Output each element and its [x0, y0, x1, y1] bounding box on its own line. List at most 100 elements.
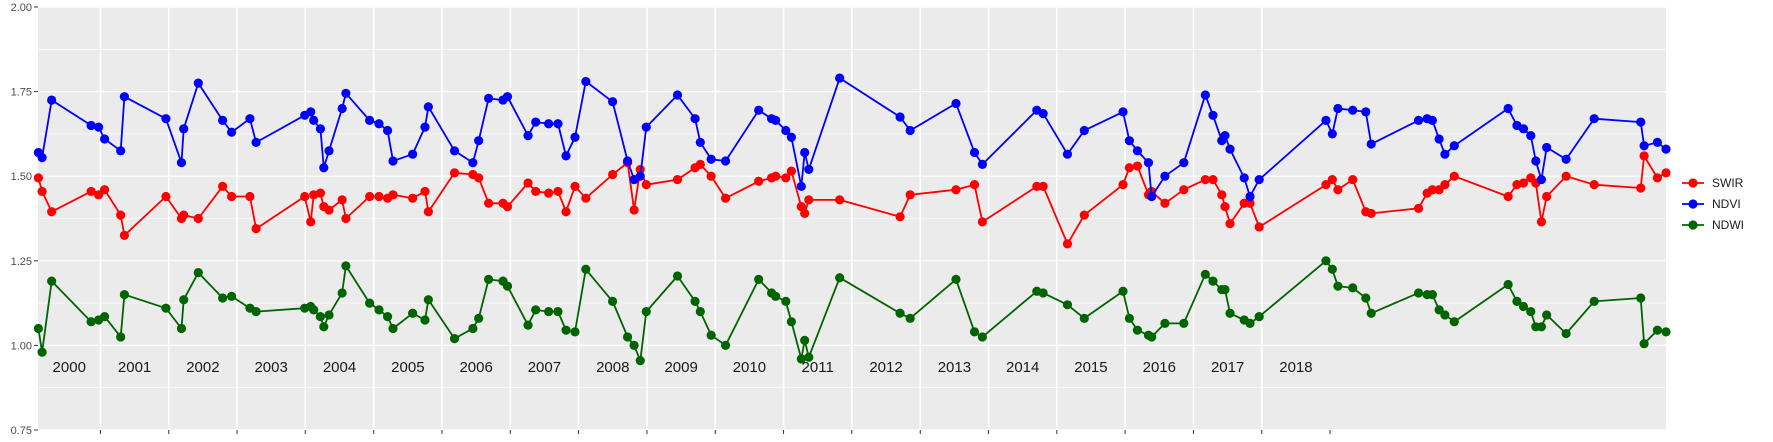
data-point-swir: [388, 190, 398, 200]
data-point-ndvi: [835, 73, 845, 83]
data-point-ndwi: [37, 347, 47, 357]
legend-label-swir: SWIR: [1712, 176, 1744, 190]
legend-label-ndvi: NDVI: [1712, 197, 1741, 211]
year-label: 2014: [1006, 359, 1039, 376]
data-point-swir: [1254, 222, 1264, 232]
year-label: 2003: [254, 359, 287, 376]
year-label: 2012: [869, 359, 902, 376]
data-point-ndvi: [315, 124, 326, 134]
data-point-ndwi: [309, 305, 319, 315]
data-point-ndwi: [99, 312, 110, 322]
data-point-swir: [786, 166, 796, 176]
data-point-ndvi: [1132, 146, 1143, 156]
data-point-ndvi: [786, 132, 796, 142]
data-point-ndvi: [622, 156, 633, 166]
data-point-ndvi: [1348, 105, 1358, 115]
data-point-ndwi: [315, 312, 326, 322]
data-point-ndvi: [635, 171, 645, 181]
data-point-ndvi: [531, 117, 541, 127]
data-point-swir: [1661, 168, 1671, 178]
data-point-ndvi: [695, 137, 705, 147]
data-point-ndwi: [1361, 293, 1371, 303]
data-point-swir: [1200, 174, 1210, 185]
data-point-swir: [306, 217, 316, 227]
data-point-ndvi: [420, 122, 430, 132]
data-point-ndvi: [1079, 125, 1089, 136]
year-label: 2010: [733, 359, 766, 376]
data-point-ndwi: [365, 298, 375, 308]
data-point-swir: [337, 195, 347, 205]
data-point-ndvi: [161, 114, 171, 124]
data-point-ndvi: [796, 181, 806, 191]
data-point-ndwi: [1160, 318, 1170, 329]
data-point-swir: [781, 173, 791, 183]
data-point-swir: [1079, 210, 1089, 220]
data-point-ndvi: [86, 120, 96, 131]
data-point-ndvi: [1327, 129, 1337, 139]
data-point-ndwi: [835, 273, 845, 283]
data-point-ndwi: [1038, 288, 1048, 298]
data-point-ndwi: [1245, 318, 1255, 329]
data-point-swir: [86, 186, 96, 197]
y-tick-label: 1.00: [11, 340, 32, 352]
data-point-ndvi: [800, 147, 810, 158]
data-point-ndvi: [1208, 110, 1218, 120]
data-point-swir: [218, 181, 228, 191]
data-point-ndwi: [1639, 339, 1649, 349]
data-point-ndvi: [561, 151, 571, 161]
y-tick-label: 1.25: [11, 256, 32, 268]
data-point-ndvi: [553, 119, 563, 129]
data-point-ndwi: [895, 308, 905, 318]
data-point-swir: [324, 205, 334, 215]
legend-label-ndwi: NDWI: [1712, 218, 1744, 232]
data-point-ndvi: [804, 164, 814, 175]
data-point-ndwi: [1636, 293, 1646, 303]
data-point-swir: [951, 185, 961, 195]
data-point-ndvi: [1636, 117, 1646, 127]
data-point-ndwi: [1124, 313, 1134, 323]
data-point-swir: [1160, 198, 1170, 208]
data-point-swir: [1536, 217, 1547, 227]
data-point-swir: [1118, 180, 1128, 190]
data-point-ndvi: [977, 159, 987, 169]
data-point-swir: [1217, 190, 1227, 200]
data-point-ndwi: [706, 330, 716, 340]
data-point-swir: [629, 205, 639, 215]
data-point-ndvi: [1449, 141, 1459, 151]
data-point-ndwi: [1220, 284, 1230, 295]
data-point-ndwi: [1518, 301, 1529, 312]
y-tick-label: 2.00: [11, 2, 32, 14]
data-point-ndwi: [629, 340, 639, 350]
data-point-ndvi: [706, 154, 716, 164]
data-point-ndwi: [1427, 290, 1437, 300]
year-label: 2011: [802, 359, 834, 376]
data-point-swir: [1124, 163, 1134, 173]
data-point-ndvi: [1143, 158, 1154, 168]
data-point-ndvi: [99, 134, 110, 144]
data-point-swir: [800, 208, 810, 219]
data-point-ndvi: [672, 90, 683, 100]
data-point-ndwi: [1348, 283, 1358, 293]
data-point-swir: [374, 191, 384, 202]
data-point-ndwi: [408, 308, 418, 318]
data-point-ndvi: [1561, 154, 1571, 164]
data-point-ndvi: [720, 156, 731, 166]
data-point-swir: [695, 159, 705, 169]
year-label: 2000: [53, 359, 86, 376]
data-point-swir: [771, 171, 781, 181]
data-point-ndwi: [226, 291, 237, 301]
data-point-ndvi: [690, 114, 700, 124]
data-point-ndwi: [581, 264, 591, 274]
data-point-ndwi: [47, 276, 57, 286]
data-point-ndwi: [86, 317, 96, 327]
data-point-ndwi: [1589, 296, 1599, 307]
data-point-swir: [754, 176, 764, 186]
data-point-swir: [553, 186, 563, 197]
legend: SWIR NDVI NDWI: [1682, 176, 1744, 232]
data-point-swir: [905, 190, 915, 200]
data-point-ndwi: [1327, 264, 1337, 274]
data-point-ndwi: [607, 296, 618, 307]
y-tick-label: 1.50: [11, 171, 32, 183]
data-point-ndwi: [319, 322, 329, 332]
data-point-ndwi: [382, 312, 393, 322]
